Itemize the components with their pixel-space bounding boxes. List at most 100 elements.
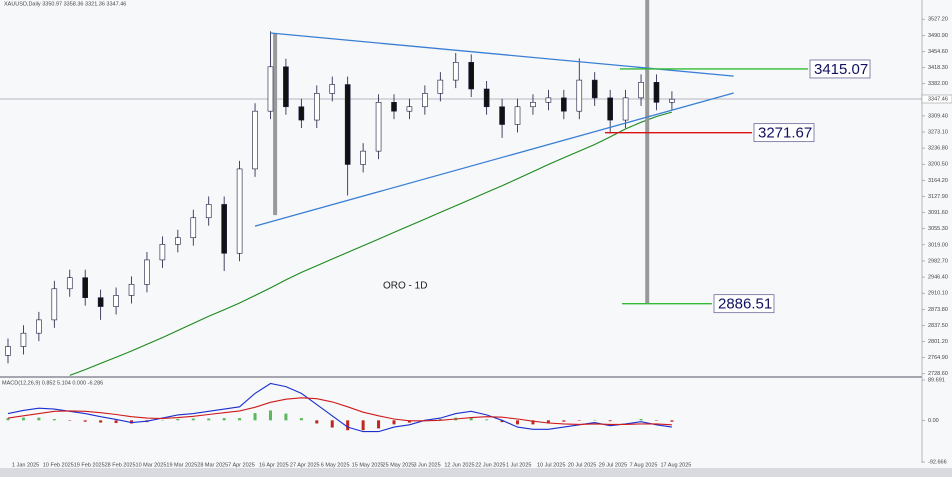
candle-body bbox=[252, 110, 258, 170]
candle-body bbox=[483, 88, 490, 108]
macd-histogram-bar bbox=[83, 420, 87, 422]
candle-body bbox=[344, 84, 351, 165]
macd-y-tick-label: 0.00 bbox=[928, 418, 939, 424]
macd-histogram-bar bbox=[268, 410, 272, 421]
candle-body bbox=[591, 79, 598, 99]
candle-body bbox=[113, 295, 119, 307]
y-tick-label: 2837.50 bbox=[928, 323, 948, 329]
candle-body bbox=[360, 150, 366, 165]
y-tick-label: 3309.40 bbox=[928, 113, 948, 119]
macd-histogram-bar bbox=[361, 420, 365, 431]
candle-body bbox=[20, 332, 27, 347]
candle-body bbox=[66, 277, 73, 290]
candle-body bbox=[452, 62, 459, 81]
y-tick-label: 2728.60 bbox=[928, 371, 948, 377]
level-label-box bbox=[809, 59, 871, 79]
candle-body bbox=[561, 97, 567, 112]
level-label: 3271.67 bbox=[758, 125, 812, 142]
y-tick-label: 3490.90 bbox=[928, 33, 948, 39]
macd-histogram-bar bbox=[407, 420, 411, 423]
macd-histogram-bar bbox=[546, 420, 550, 424]
macd-histogram-bar bbox=[670, 420, 674, 422]
y-tick-label: 2946.40 bbox=[928, 275, 948, 281]
y-tick-label: 3019.00 bbox=[928, 242, 948, 248]
tab-bar bbox=[0, 468, 952, 477]
macd-histogram-bar bbox=[284, 413, 288, 421]
macd-histogram-bar bbox=[500, 420, 504, 423]
candle-body bbox=[51, 288, 58, 321]
x-tick-label: 28 Feb 2025 bbox=[105, 462, 136, 468]
macd-histogram-bar bbox=[191, 418, 195, 421]
macd-histogram-bar bbox=[377, 420, 381, 429]
candle-body bbox=[329, 84, 336, 94]
candle-body bbox=[669, 98, 675, 103]
y-tick-label: 2873.80 bbox=[928, 307, 948, 313]
x-tick-label: 7 Apr 2025 bbox=[228, 462, 255, 468]
macd-histogram-bar bbox=[21, 417, 25, 421]
x-tick-label: 16 Apr 2025 bbox=[259, 462, 289, 468]
candle-body bbox=[205, 204, 212, 219]
last-price-label: 3347.46 bbox=[928, 96, 948, 102]
macd-histogram-bar bbox=[299, 418, 303, 421]
macd-histogram-bar bbox=[438, 418, 442, 421]
macd-line bbox=[7, 382, 672, 433]
candle-body bbox=[128, 284, 135, 296]
annotation: ORO - 1D bbox=[383, 281, 427, 292]
x-tick-label: 22 Jun 2025 bbox=[475, 462, 505, 468]
y-tick-label: 3164.20 bbox=[928, 178, 948, 184]
candle-body bbox=[622, 97, 629, 121]
macd-y-tick-label: 89.691 bbox=[928, 377, 945, 383]
candle-body bbox=[267, 66, 274, 112]
y-tick-label: 3055.30 bbox=[928, 226, 948, 232]
macd-histogram-bar bbox=[238, 418, 242, 421]
y-tick-label: 3200.50 bbox=[928, 162, 948, 168]
macd-histogram-bar bbox=[130, 420, 134, 424]
x-tick-label: 17 Aug 2025 bbox=[660, 462, 691, 468]
y-tick-label: 2764.90 bbox=[928, 355, 948, 361]
candle-body bbox=[530, 102, 536, 108]
x-tick-label: 1 Jan 2025 bbox=[12, 462, 39, 468]
trendline bbox=[254, 92, 734, 227]
y-tick-label: 2801.20 bbox=[928, 339, 948, 345]
x-tick-label: 19 Mar 2025 bbox=[166, 462, 197, 468]
macd-histogram-bar bbox=[346, 420, 350, 431]
candle-body bbox=[159, 244, 166, 261]
macd-label: MACD(12,26,9) 0.852 5.104 0.000 -6.286 bbox=[2, 380, 103, 386]
macd-y-tick-label: -92.666 bbox=[928, 459, 947, 465]
x-tick-label: 10 Feb 2025 bbox=[43, 462, 74, 468]
macd-histogram-bar bbox=[392, 420, 396, 425]
y-tick-label: 3091.60 bbox=[928, 210, 948, 216]
candle-body bbox=[97, 297, 104, 307]
macd-histogram-bar bbox=[37, 417, 41, 421]
level-label-box bbox=[713, 294, 775, 314]
candle-body bbox=[190, 217, 197, 239]
macd-histogram-bar bbox=[253, 413, 257, 421]
macd-histogram-bar bbox=[469, 417, 473, 421]
symbol-info: XAUUSD,Daily 3350.97 3358.36 3321.36 334… bbox=[4, 1, 126, 7]
macd-histogram-bar bbox=[207, 418, 211, 421]
candle-body bbox=[638, 82, 644, 99]
x-tick-label: 19 Feb 2025 bbox=[74, 462, 105, 468]
candle-body bbox=[36, 319, 42, 334]
x-tick-label: 10 Mar 2025 bbox=[136, 462, 167, 468]
candle-body bbox=[391, 102, 397, 112]
candle-body bbox=[607, 97, 613, 121]
x-tick-label: 6 May 2025 bbox=[321, 462, 350, 468]
x-tick-label: 3 Jun 2025 bbox=[413, 462, 440, 468]
macd-histogram-bar bbox=[6, 418, 10, 421]
macd-histogram-bar bbox=[330, 420, 334, 428]
candle-body bbox=[221, 204, 227, 254]
macd-histogram-bar bbox=[176, 418, 180, 421]
candle-body bbox=[545, 97, 552, 103]
macd-histogram-bar bbox=[562, 420, 566, 422]
candle-body bbox=[82, 277, 88, 298]
y-tick-label: 3454.60 bbox=[928, 49, 948, 55]
candle-body bbox=[375, 102, 382, 152]
x-tick-label: 10 Jul 2025 bbox=[537, 462, 565, 468]
x-tick-label: 29 Jul 2025 bbox=[599, 462, 627, 468]
x-tick-label: 27 Apr 2025 bbox=[290, 462, 320, 468]
candle-body bbox=[653, 82, 660, 103]
